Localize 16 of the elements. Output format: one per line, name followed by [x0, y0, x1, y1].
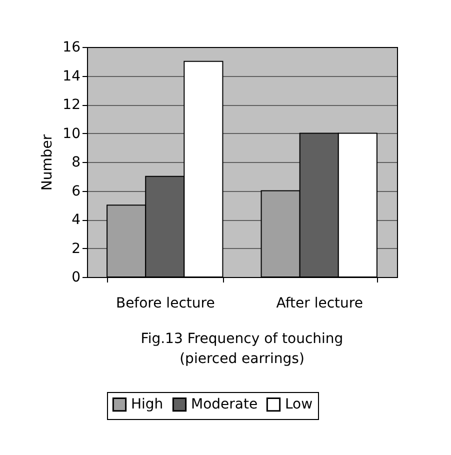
text: Fig.13 Frequency of touching (pierced earrings): [140, 331, 344, 367]
legend-label: Moderate: [191, 396, 258, 413]
y-tick-label: 4: [72, 212, 81, 228]
y-tick-label: 2: [72, 240, 80, 257]
x-tick-label: Before lecture: [116, 296, 215, 312]
y-tick-label: 6: [72, 183, 81, 200]
legend-label: High: [131, 396, 164, 413]
y-tick-label: 14: [62, 68, 81, 84]
y-axis-title: Number: [40, 134, 56, 191]
y-tick-label: 8: [72, 154, 80, 170]
y-tick-label: 12: [62, 97, 80, 113]
x-tick-label: After lecture: [276, 296, 363, 312]
y-tick-label: 0: [72, 270, 80, 286]
legend-label: Low: [285, 396, 313, 413]
y-tick-label: 10: [62, 126, 80, 142]
y-tick-label: 16: [62, 40, 81, 56]
